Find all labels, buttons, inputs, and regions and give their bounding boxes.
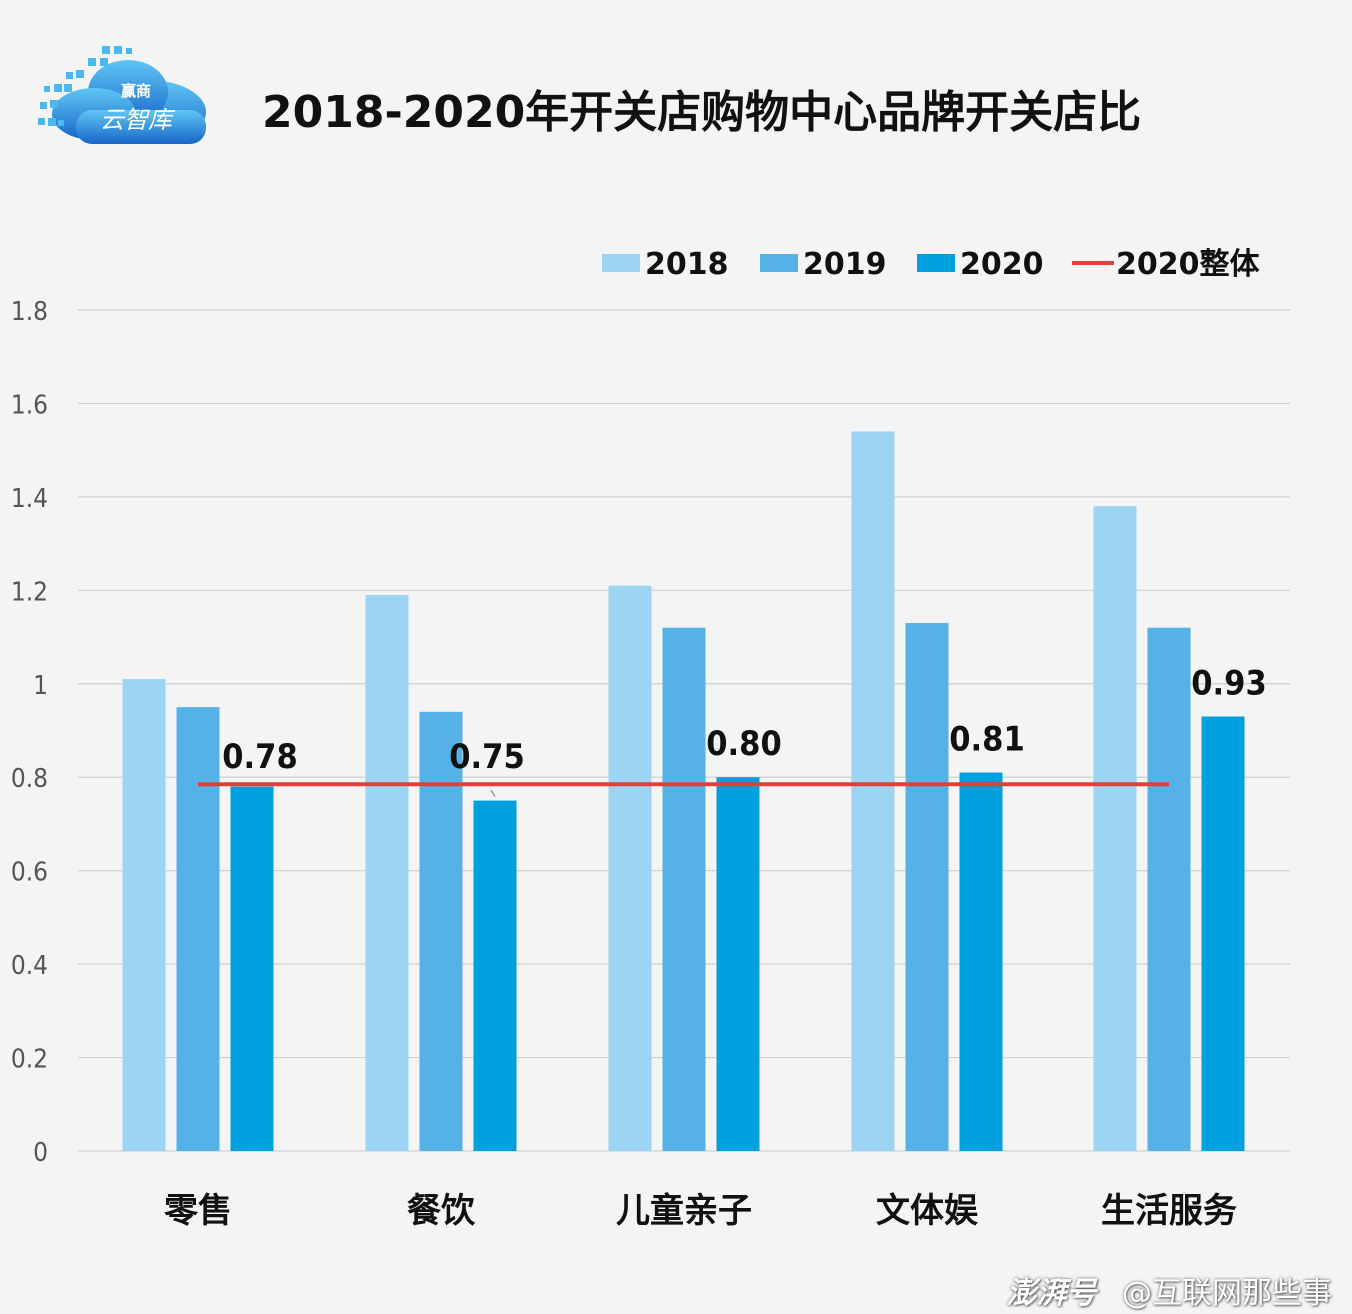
legend-label: 2020: [960, 247, 1044, 282]
bars: [122, 431, 1245, 1151]
y-tick-label: 1.6: [11, 390, 48, 420]
y-tick-label: 0.6: [11, 858, 48, 888]
cloud-icon: [52, 60, 206, 144]
y-tick-label: 1.2: [11, 577, 48, 607]
data-label-2020-2: 0.80: [706, 724, 781, 764]
bar-2020-3: [959, 772, 1003, 1151]
bar-2020-1: [473, 800, 517, 1151]
y-tick-label: 0.4: [11, 951, 48, 981]
data-label-2020-4: 0.93: [1191, 663, 1266, 703]
watermark-handle: @互联网那些事: [1122, 1276, 1332, 1311]
bar-2018-4: [1093, 506, 1137, 1151]
legend-swatch: [760, 254, 798, 272]
y-tick-label: 1.8: [11, 297, 48, 327]
y-tick-label: 0.2: [11, 1045, 48, 1075]
bar-2018-2: [608, 585, 652, 1151]
x-category-label: 儿童亲子: [616, 1191, 752, 1231]
y-tick-label: 0.8: [11, 764, 48, 794]
chart-title: 2018-2020年开关店购物中心品牌开关店比: [262, 87, 1142, 138]
watermark: 澎湃号 @互联网那些事: [1006, 1268, 1332, 1312]
y-tick-label: 1: [33, 671, 48, 701]
legend-item-3: 2020整体: [1072, 247, 1260, 282]
x-category-label: 零售: [164, 1191, 232, 1231]
logo: 赢商 云智库: [38, 46, 206, 144]
bar-2019-4: [1147, 627, 1191, 1151]
legend-swatch: [602, 254, 640, 272]
data-label-2020-3: 0.81: [949, 720, 1024, 760]
bar-2018-3: [851, 431, 895, 1151]
x-category-label: 生活服务: [1101, 1191, 1237, 1231]
x-axis-labels: 零售 餐饮 儿童亲子 文体娱 生活服务: [164, 1191, 1237, 1231]
x-category-label: 餐饮: [407, 1191, 476, 1231]
bar-2019-2: [662, 627, 706, 1151]
y-axis-ticks: 0 0.2 0.4 0.6 0.8 1 1.2 1.4 1.6 1.8: [11, 297, 48, 1168]
bar-2020-4: [1201, 716, 1245, 1151]
label-leader-line: [490, 789, 496, 797]
bar-2019-0: [176, 707, 220, 1151]
legend-item-2: 2020: [917, 247, 1044, 282]
data-label-2020-0: 0.78: [222, 737, 297, 777]
bar-2020-0: [230, 786, 274, 1151]
data-labels: 0.78 0.75 0.80 0.81 0.93: [222, 663, 1267, 797]
pixel-squares-icon: [38, 46, 132, 126]
x-category-label: 文体娱: [876, 1191, 978, 1231]
bar-2020-2: [716, 777, 760, 1151]
data-label-2020-1: 0.75: [449, 737, 524, 777]
y-tick-label: 1.4: [11, 484, 48, 514]
legend-label: 2020整体: [1116, 247, 1260, 282]
logo-line1: 赢商: [121, 82, 151, 100]
legend-item-0: 2018: [602, 247, 729, 282]
y-tick-label: 0: [33, 1138, 48, 1168]
legend-label: 2018: [645, 247, 729, 282]
logo-line2: 云智库: [100, 106, 176, 134]
legend-item-1: 2019: [760, 247, 887, 282]
legend-label: 2019: [803, 247, 887, 282]
watermark-brand: 澎湃号: [1006, 1276, 1097, 1311]
legend-swatch: [917, 254, 955, 272]
bar-2019-1: [419, 711, 463, 1151]
legend: 2018 2019 2020 2020整体: [602, 247, 1260, 282]
bar-2018-1: [365, 595, 409, 1151]
bar-2018-0: [122, 679, 166, 1151]
bar-2019-3: [905, 623, 949, 1151]
